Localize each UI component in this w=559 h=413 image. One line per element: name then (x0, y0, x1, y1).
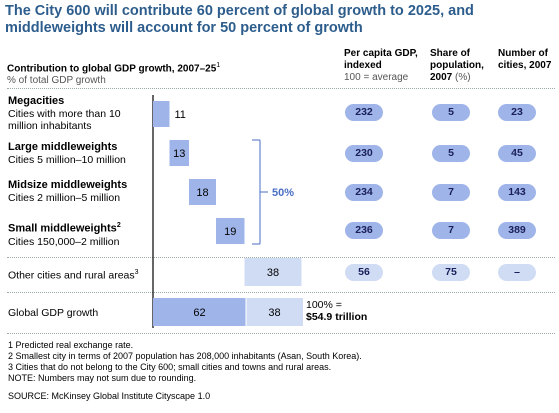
share-header: Share of population, 2007 (%) (430, 48, 496, 84)
data-label: 62 (193, 307, 205, 319)
row-title-sup: 2 (116, 222, 121, 229)
row-label-midsize: Midsize middleweights Cities 2 million–5… (8, 179, 168, 204)
row-subtitle: Cities with more than 10 million inhabit… (8, 108, 121, 132)
row-label-other: Other cities and rural areas3 (8, 267, 188, 282)
share-pill: 75 (432, 264, 470, 281)
per-capita-pill: 230 (345, 145, 383, 162)
data-label: 18 (196, 187, 208, 199)
row-separator (7, 292, 555, 293)
per-capita-pill: 234 (345, 184, 383, 201)
bar (246, 298, 303, 326)
bracket-label: 50% (272, 187, 294, 199)
share-pill: 5 (432, 145, 470, 162)
header-separator (7, 88, 555, 89)
number-pill: – (498, 264, 536, 281)
row-subtitle: Cities 5 million–10 million (8, 154, 126, 166)
footnote: 3 Cities that do not belong to the City … (8, 362, 332, 372)
data-label: 38 (267, 267, 279, 279)
bar (153, 101, 170, 127)
data-label: 38 (268, 307, 280, 319)
row-title: Megacities (8, 95, 65, 107)
number-pill: 23 (498, 104, 536, 121)
row-subtitle: Cities 2 million–5 million (8, 192, 121, 204)
contribution-header-text: Contribution to global GDP growth, 2007–… (7, 63, 217, 75)
footnote: 1 Predicted real exchange rate. (8, 340, 134, 350)
bar (169, 140, 189, 166)
row-separator (7, 257, 555, 258)
bar (189, 179, 216, 205)
per-capita-header-text: Per capita GDP, indexed (344, 48, 418, 71)
row-title: Large middleweights (8, 141, 118, 153)
number-header: Number of cities, 2007 (498, 48, 558, 72)
footnote: 2 Smallest city in terms of 2007 populat… (8, 351, 362, 361)
row-label-small: Small middleweights2 Cities 150,000–2 mi… (8, 219, 168, 248)
per-capita-header: Per capita GDP, indexed 100 = average (344, 48, 422, 84)
footnote: NOTE: Numbers may not sum due to roundin… (8, 373, 197, 383)
row-label-megacities: Megacities Cities with more than 10 mill… (8, 95, 148, 132)
row-title-sup: 3 (134, 269, 139, 276)
per-capita-pill: 236 (345, 222, 383, 239)
share-subheader: (%) (455, 72, 471, 83)
bar (216, 218, 245, 244)
data-label: 13 (173, 148, 185, 160)
number-pill: 45 (498, 145, 536, 162)
footnotes: 1 Predicted real exchange rate. 2 Smalle… (8, 340, 558, 402)
contribution-header-sup: 1 (216, 62, 221, 69)
footer-separator (7, 333, 555, 334)
contribution-header: Contribution to global GDP growth, 2007–… (7, 60, 327, 87)
row-title: Other cities and rural areas (8, 269, 135, 282)
share-pill: 7 (432, 184, 470, 201)
share-pill: 5 (432, 104, 470, 121)
source: SOURCE: McKinsey Global Institute Citysc… (8, 391, 211, 401)
share-pill: 7 (432, 222, 470, 239)
data-label: 11 (175, 109, 186, 121)
total-label-text: 100% = (306, 299, 342, 311)
total-value: $54.9 trillion (306, 311, 368, 323)
row-label-global: Global GDP growth (8, 307, 99, 319)
row-label-large: Large middleweights Cities 5 million–10 … (8, 141, 158, 166)
per-capita-pill: 56 (345, 264, 383, 281)
share-header-text: Share of population, 2007 (430, 48, 484, 83)
number-pill: 143 (498, 184, 536, 201)
row-title: Small middleweights (8, 222, 117, 235)
data-label: 19 (224, 226, 236, 238)
row-title: Midsize middleweights (8, 179, 128, 191)
row-subtitle: Cities 150,000–2 million (8, 235, 120, 248)
bar (244, 258, 302, 286)
bar (153, 298, 246, 326)
per-capita-subheader: 100 = average (344, 72, 409, 83)
page-title: The City 600 will contribute 60 percent … (5, 3, 474, 36)
contribution-subheader: % of total GDP growth (7, 75, 106, 87)
per-capita-pill: 232 (345, 104, 383, 121)
number-header-text: Number of cities, 2007 (498, 48, 552, 71)
number-pill: 389 (498, 222, 536, 239)
total-label: 100% = $54.9 trillion (306, 299, 367, 323)
